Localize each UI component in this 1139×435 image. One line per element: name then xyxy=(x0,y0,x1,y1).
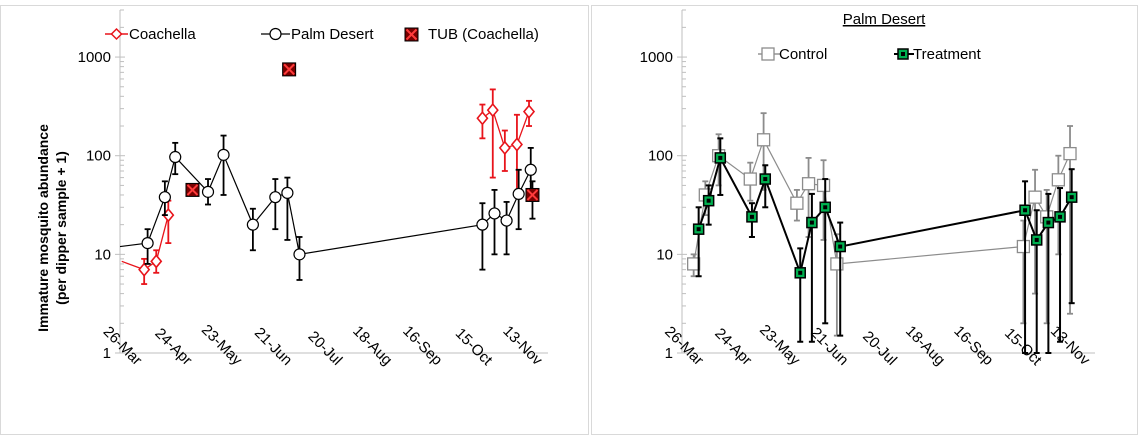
coachella-point xyxy=(486,102,499,118)
legend-item-coachella: Coachella xyxy=(105,26,196,43)
tub-coachella-point xyxy=(525,187,540,202)
right-x-tick-label: 23-May xyxy=(756,321,804,369)
right-x-tick-label: 21-Jun xyxy=(807,324,851,368)
control-point xyxy=(1051,173,1066,187)
legend-item-treatment: Treatment xyxy=(894,46,982,63)
coachella-point xyxy=(522,104,536,119)
control-point xyxy=(687,257,701,271)
right-y-tick-label: 10 xyxy=(656,246,673,263)
control-point xyxy=(801,177,816,191)
palm-desert-point xyxy=(293,248,306,261)
legend-label-treatment: Treatment xyxy=(913,46,982,63)
left-x-tick-label: 20-Jul xyxy=(305,328,346,369)
treatment-point xyxy=(794,267,806,279)
right-chart-title: Palm Desert xyxy=(843,11,926,28)
control-point xyxy=(1063,146,1077,161)
left-chart: Immature mosquito abundance (per dipper … xyxy=(35,9,548,370)
treatment-point xyxy=(692,223,705,235)
treatment-point xyxy=(1065,191,1078,203)
coachella-point xyxy=(510,137,523,152)
treatment-point xyxy=(834,240,846,253)
left-y-tick-label: 10 xyxy=(94,246,111,263)
palm-desert-point xyxy=(281,186,294,199)
treatment-point xyxy=(714,152,727,164)
palm-desert-point xyxy=(512,187,525,201)
treatment-point xyxy=(806,216,818,229)
legend-item-control: Control xyxy=(758,46,827,63)
left-x-tick-label: 24-Apr xyxy=(151,325,195,369)
treatment-point xyxy=(746,211,758,223)
treatment-point xyxy=(1019,204,1031,216)
palm-desert-point xyxy=(217,148,230,161)
left-x-tick-label: 13-Nov xyxy=(499,323,546,370)
left-x-tick-label: 15-Oct xyxy=(452,325,496,369)
right-x-tick-label: 16-Sep xyxy=(950,323,996,369)
legend-label-palm-desert: Palm Desert xyxy=(291,26,374,43)
control-series-line xyxy=(693,138,1071,265)
legend-label-control: Control xyxy=(779,46,827,63)
legend-item-tub-coachella: TUB (Coachella) xyxy=(404,26,539,43)
right-x-tick-label: 13-Nov xyxy=(1047,323,1094,370)
left-x-tick-label: 16-Sep xyxy=(399,323,445,369)
palm-desert-point xyxy=(201,185,215,198)
control-point xyxy=(816,178,831,193)
control-point xyxy=(743,172,757,186)
coachella-point xyxy=(498,140,511,156)
control-point xyxy=(756,133,771,147)
palm-desert-point xyxy=(488,207,501,220)
left-y-tick-label: 1 xyxy=(103,345,111,362)
left-y-axis-label-line-1: Immature mosquito abundance xyxy=(35,124,51,332)
treatment-point xyxy=(1042,216,1055,229)
left-series xyxy=(119,62,540,285)
legend-label-coachella: Coachella xyxy=(129,26,196,43)
left-legend: Coachella Palm Desert TUB (Coachella) xyxy=(105,26,539,43)
treatment-point xyxy=(702,194,715,207)
legend-label-tub-coachella: TUB (Coachella) xyxy=(428,26,539,43)
palm-desert-series-line xyxy=(119,153,532,256)
palm-desert-point xyxy=(246,218,259,231)
right-x-tick-label: 24-Apr xyxy=(711,325,755,369)
left-y-axis-label-line-2: (per dipper sample + 1) xyxy=(53,151,69,305)
tub-coachella-point xyxy=(282,62,297,77)
control-point xyxy=(1016,239,1031,254)
palm-desert-point xyxy=(269,191,282,204)
right-series xyxy=(687,112,1078,354)
coachella-series-line xyxy=(121,214,169,271)
control-point xyxy=(790,196,804,210)
coachella-point xyxy=(476,110,489,126)
treatment-point xyxy=(759,173,772,185)
left-x-tick-label: 18-Aug xyxy=(349,323,395,369)
control-point xyxy=(1028,190,1042,204)
right-legend: Control Treatment xyxy=(758,46,982,63)
treatment-point xyxy=(819,201,831,214)
coachella-point xyxy=(150,254,163,269)
right-y-tick-label: 1000 xyxy=(640,49,673,66)
palm-desert-point xyxy=(524,163,537,176)
palm-desert-point xyxy=(169,150,182,164)
palm-desert-point xyxy=(158,191,171,204)
left-x-tick-label: 21-Jun xyxy=(251,324,295,368)
treatment-point xyxy=(1030,234,1043,246)
coachella-point xyxy=(138,262,151,277)
left-y-tick-label: 100 xyxy=(86,148,111,165)
right-x-tick-label: 18-Aug xyxy=(902,323,948,369)
right-x-tick-label: 20-Jul xyxy=(859,328,900,369)
treatment-point xyxy=(1054,211,1066,223)
right-x-tick-label: 15-Oct xyxy=(1001,325,1045,369)
legend-item-palm-desert: Palm Desert xyxy=(261,26,374,43)
palm-desert-point xyxy=(141,237,154,250)
palm-desert-point xyxy=(476,218,489,231)
left-y-tick-label: 1000 xyxy=(78,49,111,66)
right-y-tick-label: 100 xyxy=(648,148,673,165)
left-x-tick-label: 23-May xyxy=(198,321,246,369)
tub-coachella-point xyxy=(185,182,200,197)
palm-desert-point xyxy=(500,214,513,227)
left-y-axis-label: Immature mosquito abundance (per dipper … xyxy=(35,124,69,332)
right-y-tick-label: 1 xyxy=(665,345,673,362)
